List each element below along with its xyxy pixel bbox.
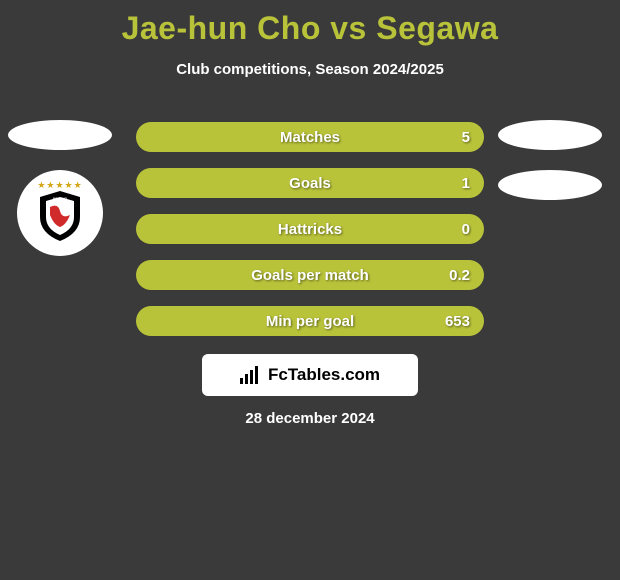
right-player-photo-placeholder	[498, 120, 602, 150]
left-player-column: ★★★★★ POHANG	[8, 120, 112, 256]
club-shield-icon: POHANG	[36, 189, 84, 243]
snapshot-date: 28 december 2024	[245, 410, 374, 427]
bar-value: 0.2	[449, 267, 470, 284]
stat-bar-goals-per-match: Goals per match 0.2	[136, 260, 484, 290]
stat-bar-goals: Goals 1	[136, 168, 484, 198]
page-subtitle: Club competitions, Season 2024/2025	[0, 61, 620, 78]
stat-bar-matches: Matches 5	[136, 122, 484, 152]
bar-value: 5	[462, 129, 470, 146]
bar-label: Min per goal	[266, 313, 354, 330]
right-player-club-placeholder	[498, 170, 602, 200]
bar-value: 653	[445, 313, 470, 330]
left-player-club-badge: ★★★★★ POHANG	[17, 170, 103, 256]
right-player-column	[498, 120, 602, 200]
page-title: Jae-hun Cho vs Segawa	[0, 0, 620, 47]
bar-label: Matches	[280, 129, 340, 146]
left-player-photo-placeholder	[8, 120, 112, 150]
stats-bars: Matches 5 Goals 1 Hattricks 0 Goals per …	[136, 122, 484, 352]
bar-label: Goals	[289, 175, 331, 192]
bar-label: Goals per match	[251, 267, 369, 284]
stat-bar-hattricks: Hattricks 0	[136, 214, 484, 244]
bar-value: 0	[462, 221, 470, 238]
bar-value: 1	[462, 175, 470, 192]
svg-text:POHANG: POHANG	[53, 197, 68, 201]
brand-chart-icon	[240, 366, 262, 384]
brand-text: FcTables.com	[268, 365, 380, 385]
bar-label: Hattricks	[278, 221, 342, 238]
stat-bar-min-per-goal: Min per goal 653	[136, 306, 484, 336]
brand-attribution[interactable]: FcTables.com	[202, 354, 418, 396]
